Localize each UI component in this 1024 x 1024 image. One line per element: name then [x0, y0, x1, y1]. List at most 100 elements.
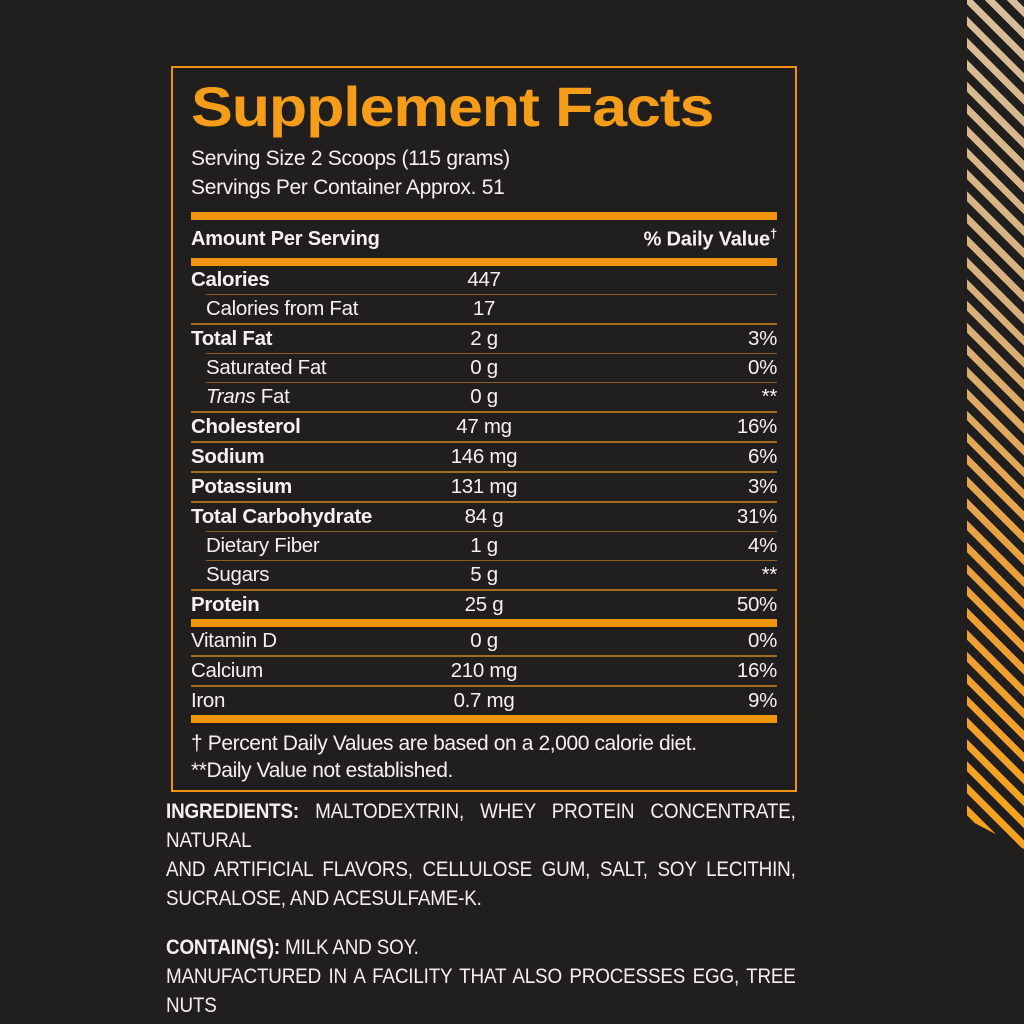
manufactured-line: AND WHEAT. — [166, 1020, 796, 1024]
divider-bar-top — [191, 212, 777, 220]
row-total-carbohydrate: Total Carbohydrate 84 g 31% — [191, 503, 777, 531]
contains-label: CONTAIN(S): — [166, 935, 280, 959]
row-divider — [206, 560, 777, 561]
nutrient-label: Sugars — [206, 563, 270, 586]
diagonal-stripes-decoration — [967, 0, 1024, 849]
amount-per-serving-header: Amount Per Serving — [191, 227, 380, 250]
daily-value-header: % Daily Value† — [643, 226, 778, 252]
row-divider — [206, 531, 777, 532]
nutrient-label: Iron — [191, 689, 226, 712]
ingredients-label: INGREDIENTS: — [166, 799, 300, 823]
nutrient-amount: 0 g — [470, 385, 498, 408]
nutrient-dv: 3% — [747, 327, 777, 350]
row-trans-fat: Trans Fat 0 g ** — [191, 383, 777, 411]
nutrient-label: Total Carbohydrate — [191, 505, 373, 528]
row-divider — [191, 655, 777, 657]
nutrient-dv: ** — [761, 385, 778, 408]
nutrient-dv: 16% — [736, 659, 777, 682]
ingredients-line: INGREDIENTS: MALTODEXTRIN, WHEY PROTEIN … — [166, 797, 796, 855]
footnote-daily-values: † Percent Daily Values are based on a 2,… — [191, 732, 697, 755]
nutrient-amount: 84 g — [464, 505, 504, 528]
serving-size: Serving Size 2 Scoops (115 grams) — [191, 147, 510, 170]
servings-per-container: Servings Per Container Approx. 51 — [191, 176, 505, 199]
nutrient-amount: 1 g — [470, 534, 498, 557]
ingredients-text: MALTODEXTRIN, WHEY PROTEIN CONCENTRATE, … — [166, 799, 796, 852]
nutrient-label: Potassium — [191, 475, 292, 498]
row-divider — [191, 501, 777, 503]
nutrient-label: Total Fat — [191, 327, 273, 350]
nutrient-label: Sodium — [191, 445, 265, 468]
nutrient-dv: 9% — [747, 689, 777, 712]
divider-bar-header — [191, 258, 777, 266]
row-sugars: Sugars 5 g ** — [191, 561, 777, 589]
nutrient-amount: 0 g — [470, 629, 498, 652]
row-divider — [191, 411, 777, 413]
row-calcium: Calcium 210 mg 16% — [191, 657, 777, 685]
nutrient-dv: ** — [761, 563, 778, 586]
nutrient-label: Calories — [191, 268, 270, 291]
row-vitamin-d: Vitamin D 0 g 0% — [191, 627, 777, 655]
ingredients-line: SUCRALOSE, AND ACESULFAME-K. — [166, 886, 482, 910]
nutrient-amount: 5 g — [470, 563, 498, 586]
nutrient-amount: 25 g — [464, 593, 504, 616]
row-iron: Iron 0.7 mg 9% — [191, 687, 777, 715]
nutrient-dv: 6% — [747, 445, 777, 468]
row-saturated-fat: Saturated Fat 0 g 0% — [191, 354, 777, 382]
nutrient-amount: 17 — [472, 297, 496, 320]
nutrient-label: Cholesterol — [191, 415, 301, 438]
nutrient-dv: 3% — [747, 475, 777, 498]
row-divider — [206, 353, 777, 354]
ingredients-line: AND ARTIFICIAL FLAVORS, CELLULOSE GUM, S… — [166, 857, 796, 881]
nutrient-amount: 210 mg — [450, 659, 518, 682]
daily-value-header-text: % Daily Value — [643, 228, 771, 251]
nutrient-dv: 0% — [747, 356, 777, 379]
contains-line: CONTAIN(S): MILK AND SOY. — [166, 933, 796, 962]
table-header: Amount Per Serving % Daily Value† — [191, 220, 777, 258]
nutrient-label: Dietary Fiber — [206, 534, 320, 557]
nutrient-label: Calcium — [191, 659, 263, 682]
row-divider — [191, 589, 777, 591]
nutrient-dv: 31% — [736, 505, 777, 528]
nutrient-dv: 0% — [747, 629, 777, 652]
nutrient-amount: 47 mg — [456, 415, 512, 438]
row-calories: Calories 447 — [191, 266, 777, 294]
row-cholesterol: Cholesterol 47 mg 16% — [191, 413, 777, 441]
trans-rest: Fat — [255, 385, 290, 408]
row-divider — [191, 685, 777, 687]
nutrient-label: Trans Fat — [191, 385, 290, 409]
manufactured-line: MANUFACTURED IN A FACILITY THAT ALSO PRO… — [166, 964, 796, 1017]
nutrient-amount: 0.7 mg — [453, 689, 515, 712]
contains-paragraph: CONTAIN(S): MILK AND SOY. MANUFACTURED I… — [166, 933, 796, 1024]
nutrient-dv: 50% — [736, 593, 777, 616]
nutrient-amount: 146 mg — [450, 445, 518, 468]
row-divider — [191, 441, 777, 443]
nutrient-label: Calories from Fat — [206, 297, 359, 320]
row-dietary-fiber: Dietary Fiber 1 g 4% — [191, 532, 777, 560]
footnote-not-established: **Daily Value not established. — [191, 759, 453, 782]
trans-italic: Trans — [206, 385, 256, 408]
nutrient-dv: 4% — [747, 534, 777, 557]
row-divider — [206, 382, 777, 383]
contains-text: MILK AND SOY. — [285, 935, 419, 959]
divider-bar-footnotes — [191, 715, 777, 723]
row-divider — [191, 471, 777, 473]
nutrient-label: Vitamin D — [191, 629, 277, 652]
row-potassium: Potassium 131 mg 3% — [191, 473, 777, 501]
nutrient-dv: 16% — [736, 415, 777, 438]
row-protein: Protein 25 g 50% — [191, 591, 777, 619]
row-sodium: Sodium 146 mg 6% — [191, 443, 777, 471]
divider-bar-micronutrients — [191, 619, 777, 627]
nutrient-label: Protein — [191, 593, 260, 616]
row-divider — [206, 294, 777, 295]
row-divider — [191, 323, 777, 325]
dagger-superscript: † — [769, 226, 777, 242]
nutrient-amount: 447 — [467, 268, 501, 291]
bottom-text-block: INGREDIENTS: MALTODEXTRIN, WHEY PROTEIN … — [166, 797, 796, 1024]
panel-title: Supplement Facts — [191, 75, 714, 138]
row-total-fat: Total Fat 2 g 3% — [191, 325, 777, 353]
nutrient-amount: 0 g — [470, 356, 498, 379]
row-calories-from-fat: Calories from Fat 17 — [191, 295, 777, 323]
nutrient-amount: 2 g — [470, 327, 498, 350]
ingredients-paragraph: INGREDIENTS: MALTODEXTRIN, WHEY PROTEIN … — [166, 797, 796, 913]
